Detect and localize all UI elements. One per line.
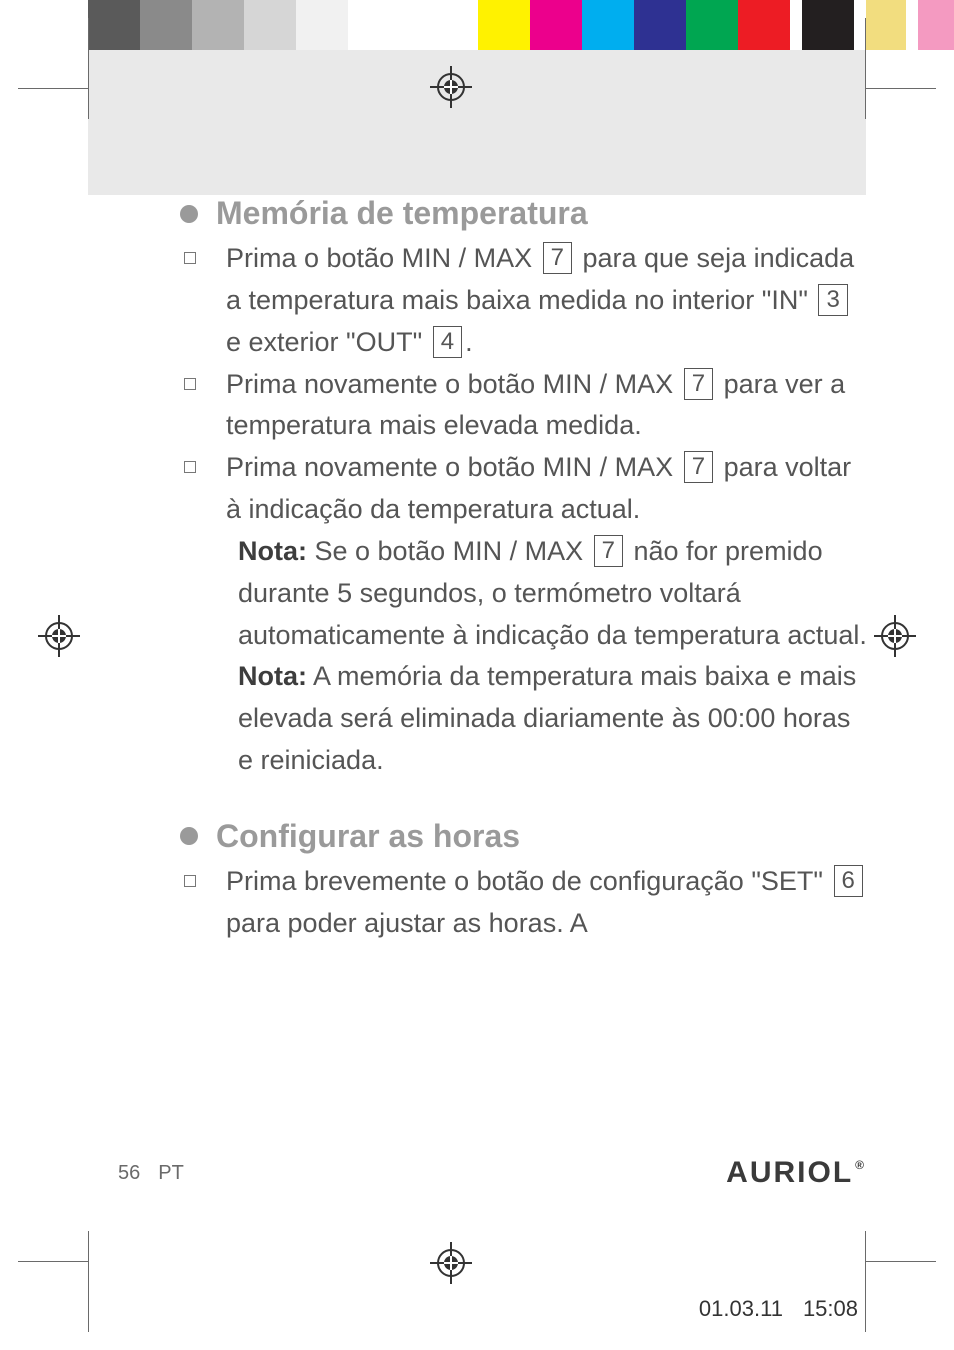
color-swatch (634, 0, 686, 50)
text-fragment: e exterior "OUT" (226, 327, 430, 357)
registration-mark-icon (874, 615, 916, 657)
page-number: 56 (118, 1162, 140, 1185)
print-timestamp: 01.03.11 15:08 (699, 1296, 858, 1322)
ref-box: 7 (684, 451, 713, 483)
color-swatch (140, 0, 192, 50)
color-swatch (478, 0, 530, 50)
timestamp-date: 01.03.11 (699, 1296, 783, 1322)
color-swatch (192, 0, 244, 50)
color-swatch (582, 0, 634, 50)
text-fragment: Prima novamente o botão MIN / MAX (226, 369, 681, 399)
crop-mark (18, 88, 88, 89)
color-swatch (348, 0, 478, 50)
color-swatch (0, 0, 88, 50)
registration-mark-icon (38, 615, 80, 657)
square-bullet-icon (184, 252, 196, 264)
brand-logo: AURIOL® (726, 1156, 866, 1190)
page-content: Memória de temperatura Prima o botão MIN… (180, 195, 870, 945)
page-footer: 56 PT AURIOL® (118, 1156, 866, 1190)
color-swatch (802, 0, 854, 50)
color-swatch (738, 0, 790, 50)
list-item: Prima novamente o botão MIN / MAX 7 para… (184, 447, 870, 531)
crop-mark (866, 88, 936, 89)
crop-mark (18, 1261, 88, 1262)
color-swatch (918, 0, 954, 50)
ref-box: 6 (834, 865, 863, 897)
header-gray-band (88, 50, 866, 195)
color-swatch (790, 0, 802, 50)
list-item-text: Prima brevemente o botão de configuração… (226, 861, 870, 945)
color-swatch (296, 0, 348, 50)
section-bullet-icon (180, 205, 198, 223)
square-bullet-icon (184, 875, 196, 887)
list-item-text: Prima novamente o botão MIN / MAX 7 para… (226, 364, 870, 448)
ref-box: 7 (684, 368, 713, 400)
color-swatch (244, 0, 296, 50)
note-paragraph: Nota: Se o botão MIN / MAX 7 não for pre… (238, 531, 870, 657)
color-swatch (866, 0, 906, 50)
ref-box: 7 (594, 535, 623, 567)
color-swatch (906, 0, 918, 50)
text-fragment: para poder ajustar as horas. A (226, 908, 588, 938)
color-swatch (530, 0, 582, 50)
ref-box: 4 (433, 326, 462, 358)
crop-mark (865, 18, 866, 119)
list-item: Prima novamente o botão MIN / MAX 7 para… (184, 364, 870, 448)
note-label: Nota: (238, 536, 307, 566)
registration-mark-icon (430, 1242, 472, 1284)
registration-mark-icon (430, 66, 472, 108)
crop-mark (88, 1231, 89, 1332)
section-heading: Memória de temperatura (180, 195, 870, 232)
print-color-bar (0, 0, 954, 50)
section-title: Configurar as horas (216, 818, 520, 855)
text-fragment: A memória da temperatura mais baixa e ma… (238, 661, 856, 775)
color-swatch (88, 0, 140, 50)
square-bullet-icon (184, 461, 196, 473)
timestamp-time: 15:08 (803, 1296, 858, 1322)
ref-box: 7 (543, 242, 572, 274)
color-swatch (686, 0, 738, 50)
registered-mark-icon: ® (855, 1158, 866, 1172)
list-item-text: Prima novamente o botão MIN / MAX 7 para… (226, 447, 870, 531)
crop-mark (88, 18, 89, 119)
list-item-text: Prima o botão MIN / MAX 7 para que seja … (226, 238, 870, 364)
note-paragraph: Nota: A memória da temperatura mais baix… (238, 656, 870, 782)
note-label: Nota: (238, 661, 307, 691)
ref-box: 3 (818, 284, 847, 316)
text-fragment: Prima o botão MIN / MAX (226, 243, 540, 273)
text-fragment: Prima novamente o botão MIN / MAX (226, 452, 681, 482)
language-code: PT (158, 1162, 184, 1185)
square-bullet-icon (184, 378, 196, 390)
brand-text: AURIOL (726, 1156, 853, 1190)
crop-mark (865, 1231, 866, 1332)
section-bullet-icon (180, 827, 198, 845)
text-fragment: . (465, 327, 473, 357)
section-title: Memória de temperatura (216, 195, 588, 232)
list-item: Prima o botão MIN / MAX 7 para que seja … (184, 238, 870, 364)
crop-mark (866, 1261, 936, 1262)
list-item: Prima brevemente o botão de configuração… (184, 861, 870, 945)
text-fragment: Se o botão MIN / MAX (307, 536, 591, 566)
section-heading: Configurar as horas (180, 818, 870, 855)
text-fragment: Prima brevemente o botão de configuração… (226, 866, 831, 896)
